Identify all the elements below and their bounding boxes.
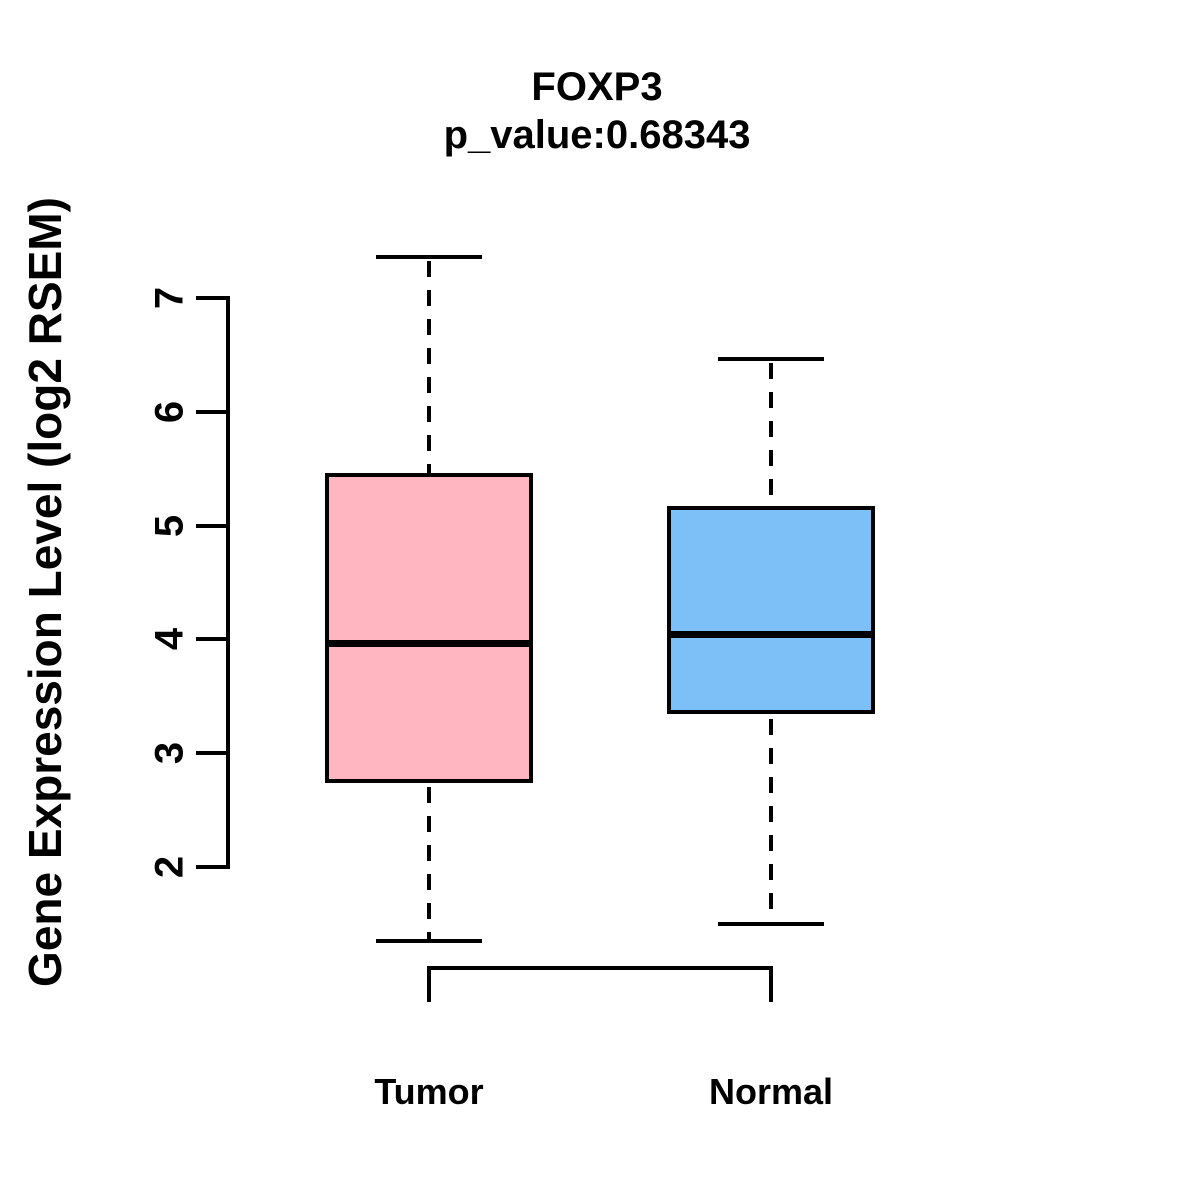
y-axis-tick xyxy=(196,296,226,300)
y-axis-tick xyxy=(196,637,226,641)
whisker-cap-upper-tumor xyxy=(376,255,482,259)
group-label-normal: Normal xyxy=(708,1071,834,1112)
whisker-lower-tumor xyxy=(427,787,431,941)
y-axis-tick-label: 5 xyxy=(147,514,192,538)
y-axis-tick-label: 3 xyxy=(147,741,192,765)
x-axis-tick-normal xyxy=(769,968,773,1002)
whisker-upper-normal xyxy=(769,363,773,506)
median-line-normal xyxy=(667,631,875,638)
chart-title: FOXP3 xyxy=(531,65,663,109)
whisker-cap-lower-tumor xyxy=(376,939,482,943)
chart-subtitle: p_value:0.68343 xyxy=(443,113,751,157)
group-label-tumor: Tumor xyxy=(374,1071,484,1112)
box-tumor xyxy=(325,473,533,783)
y-axis-tick xyxy=(196,751,226,755)
x-axis-tick-tumor xyxy=(427,968,431,1002)
whisker-upper-tumor xyxy=(427,261,431,473)
whisker-cap-lower-normal xyxy=(718,922,824,926)
y-axis-tick xyxy=(196,410,226,414)
median-line-tumor xyxy=(325,640,533,647)
y-axis-tick-label: 7 xyxy=(147,286,192,310)
whisker-lower-normal xyxy=(769,719,773,924)
y-axis-line xyxy=(226,296,230,869)
y-axis-label: Gene Expression Level (log2 RSEM) xyxy=(19,197,71,987)
y-axis-tick xyxy=(196,865,226,869)
y-axis-tick-label: 2 xyxy=(147,855,192,879)
x-axis-line xyxy=(427,966,773,970)
whisker-cap-upper-normal xyxy=(718,357,824,361)
y-axis-tick-label: 4 xyxy=(147,627,192,651)
y-axis-tick xyxy=(196,524,226,528)
y-axis-tick-label: 6 xyxy=(147,400,192,424)
box-normal xyxy=(667,506,875,714)
